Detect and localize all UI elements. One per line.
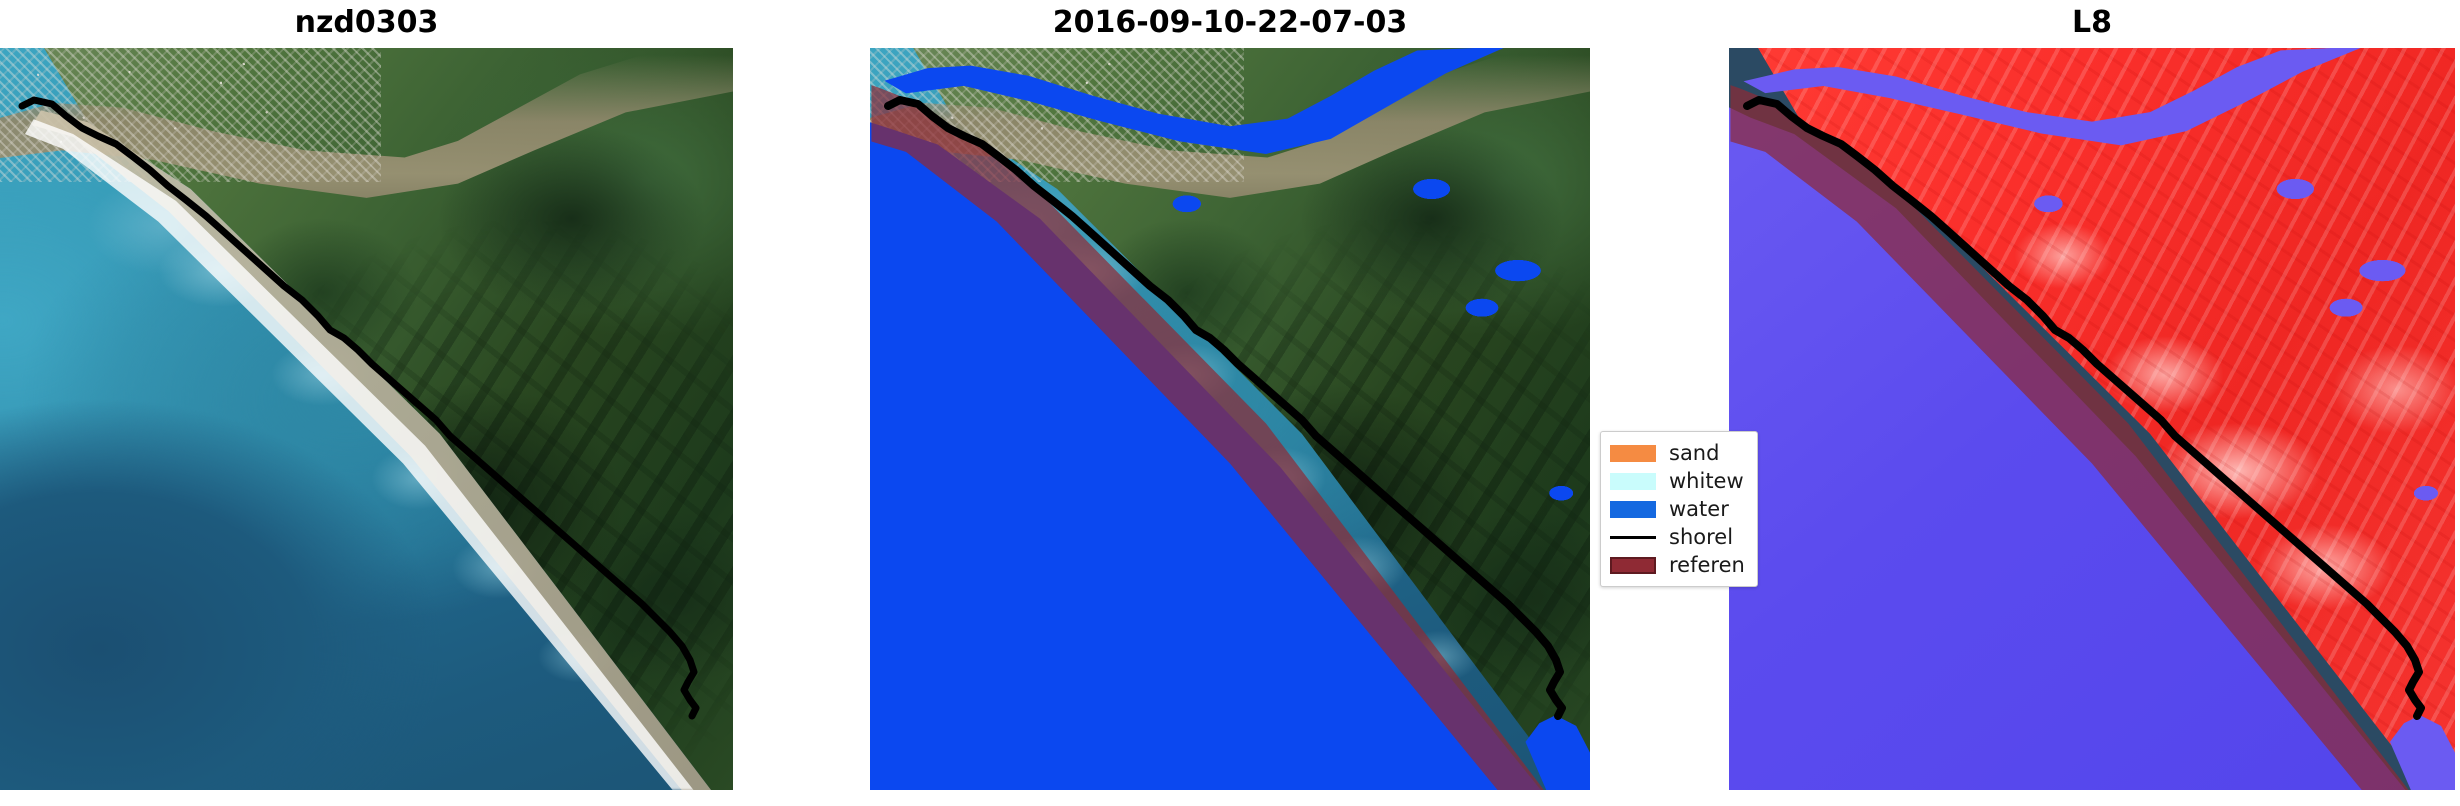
panel-rgb-image[interactable] [0,48,733,790]
legend-item-whitewater: whitew [1601,467,1757,495]
panel-title-falsecolour: L8 [2072,5,2112,40]
legend-label-reference-shoreline: referen [1669,553,1745,577]
legend-label-water: water [1669,497,1729,521]
reference-shoreline-swatch-icon [1610,556,1656,574]
water-swatch-icon [1610,500,1656,518]
panel-title-classified: 2016-09-10-22-07-03 [1052,5,1408,40]
shoreline-overlay-rgb [18,96,700,720]
shoreline-overlay-classified [884,96,1566,720]
legend-label-shoreline: shorel [1669,525,1734,549]
legend-label-whitewater: whitew [1669,469,1744,493]
legend-item-shoreline: shorel [1601,523,1757,551]
legend: sand whitew water shorel referen [1600,431,1758,587]
shoreline-overlay-falsecolour [1743,96,2425,720]
shoreline-line-icon [1610,535,1656,539]
legend-item-reference-shoreline: referen [1601,551,1757,579]
panel-classified-image[interactable] [870,48,1590,790]
whitewater-swatch-icon [1610,472,1656,490]
sand-swatch-icon [1610,444,1656,462]
legend-label-sand: sand [1669,441,1720,465]
panel-title-rgb: nzd0303 [294,5,439,40]
legend-item-sand: sand [1601,439,1757,467]
panel-falsecolour-image[interactable] [1729,48,2455,790]
legend-item-water: water [1601,495,1757,523]
